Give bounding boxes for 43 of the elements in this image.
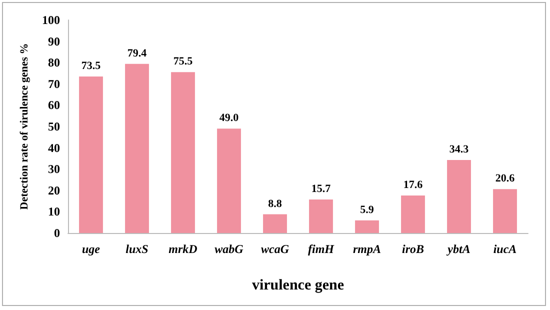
- y-tick-label: 10: [48, 204, 60, 219]
- bar: [171, 72, 195, 233]
- x-tick-label: fimH: [308, 242, 335, 256]
- y-tick-label: 0: [54, 226, 60, 240]
- x-tick-label: iroB: [402, 242, 424, 256]
- x-tick-label: iucA: [493, 242, 517, 256]
- data-label: 5.9: [360, 204, 374, 216]
- data-label: 79.4: [127, 47, 148, 60]
- x-tick-label: ybtA: [446, 242, 470, 256]
- bar: [309, 200, 333, 233]
- x-tick-label: wabG: [214, 242, 244, 256]
- x-tick-label: wcaG: [261, 242, 290, 256]
- bar: [125, 64, 149, 233]
- bar: [263, 214, 287, 233]
- data-label: 17.6: [403, 179, 424, 192]
- data-label: 8.8: [268, 198, 282, 210]
- data-label: 15.7: [311, 183, 332, 196]
- data-label: 73.5: [81, 60, 102, 72]
- bar: [217, 128, 241, 233]
- x-tick-label: rmpA: [352, 242, 382, 256]
- bar: [447, 160, 471, 233]
- y-tick-label: 20: [48, 183, 60, 198]
- x-axis-title: virulence gene: [252, 278, 344, 294]
- y-tick-label: 80: [48, 56, 60, 70]
- data-label: 20.6: [495, 172, 516, 185]
- y-tick-label: 50: [48, 120, 60, 134]
- data-label: 34.3: [449, 143, 470, 156]
- x-tick-label: mrkD: [168, 242, 198, 256]
- y-axis-title: Detection rate of virulence genes %: [18, 43, 30, 210]
- bar: [493, 189, 517, 233]
- y-tick-label: 100: [42, 13, 60, 27]
- x-tick-label: luxS: [126, 242, 149, 256]
- bar: [401, 196, 425, 233]
- bar: [355, 220, 379, 233]
- data-label: 75.5: [173, 56, 194, 68]
- x-tick-label: uge: [82, 242, 101, 256]
- y-tick-label: 60: [48, 98, 60, 112]
- bar: [79, 76, 103, 233]
- y-tick-label: 90: [48, 34, 60, 48]
- y-tick-label: 70: [48, 76, 60, 91]
- y-tick-label: 40: [48, 140, 60, 155]
- y-tick-label: 30: [48, 162, 60, 176]
- data-label: 49.0: [219, 112, 240, 124]
